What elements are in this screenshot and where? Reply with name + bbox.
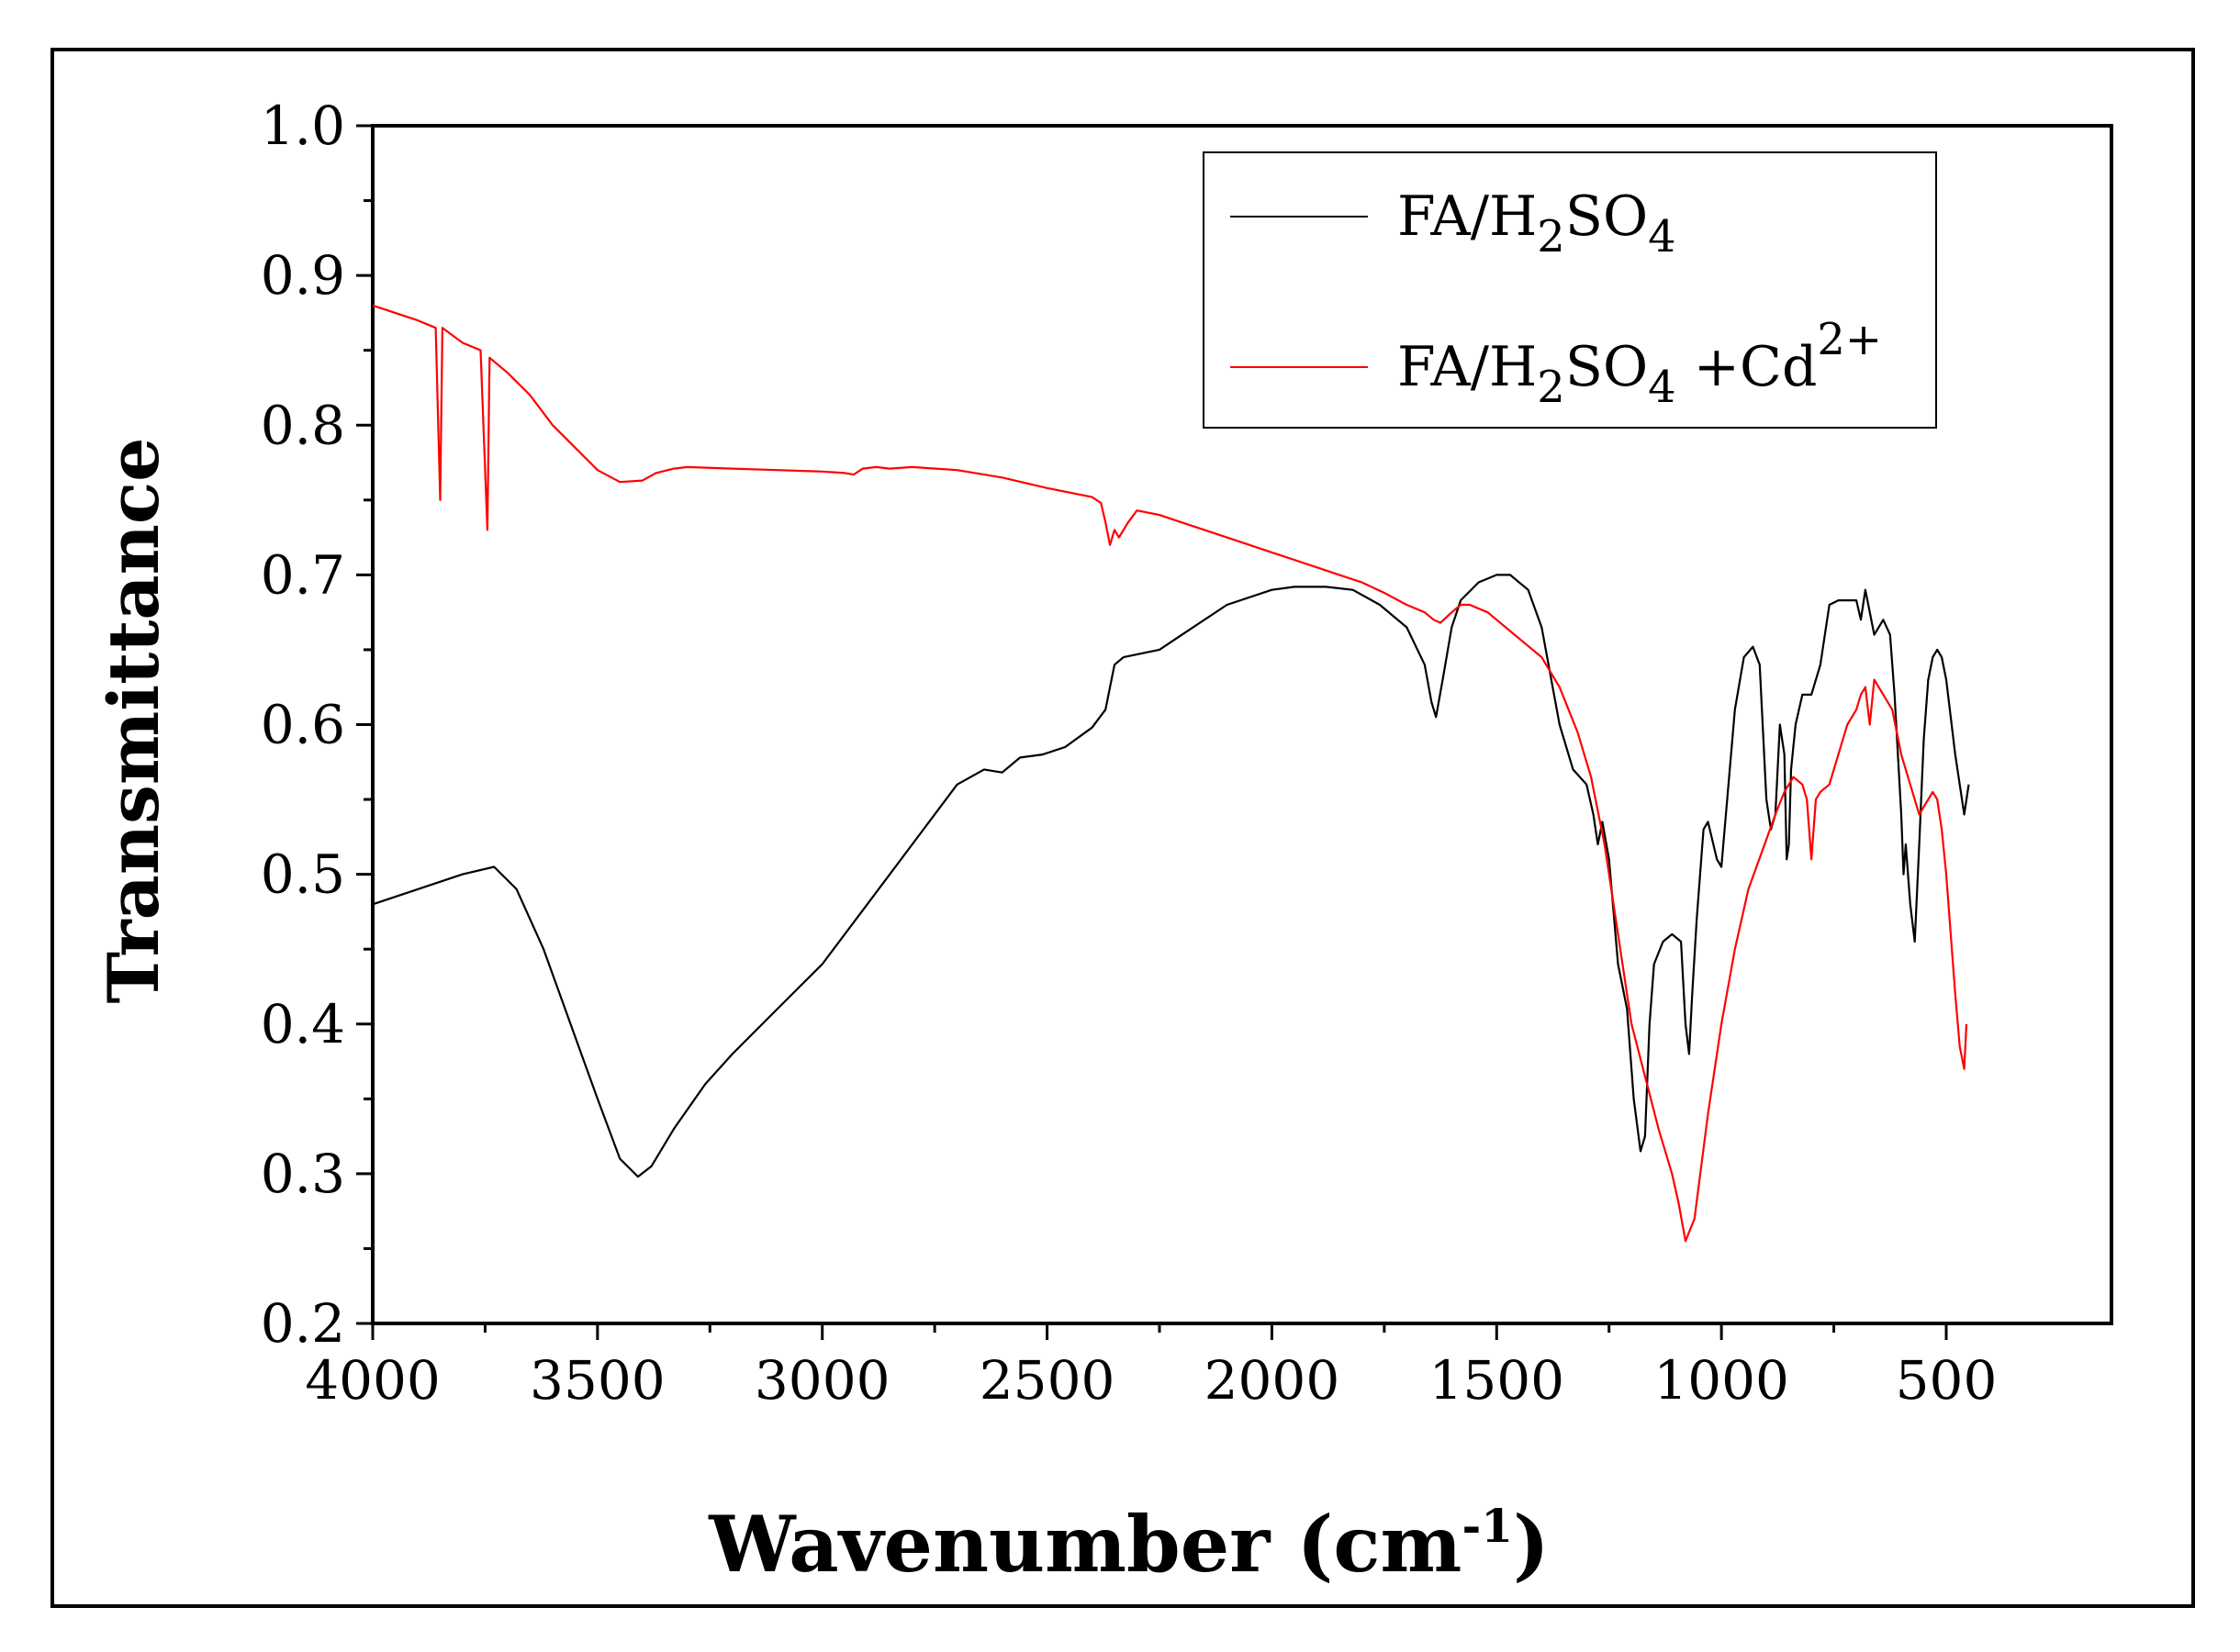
legend-label-fa-h2so4: FA/H2SO4 (1397, 184, 1676, 262)
y-tick-label: 0.4 (261, 993, 345, 1055)
x-tick-label: 2500 (980, 1349, 1115, 1412)
y-tick-label: 0.3 (261, 1143, 345, 1205)
x-tick-label: 500 (1896, 1349, 1998, 1412)
y-axis-title: Transmittance (93, 438, 174, 1004)
x-axis-ticks: 4000 3500 3000 2500 2000 1500 1000 500 (305, 1323, 1997, 1412)
legend-label-fa-h2so4-cd: FA/H2SO4 +Cd2+ (1397, 314, 1882, 413)
y-tick-label: 0.7 (261, 543, 345, 606)
y-axis-ticks: 0.2 0.3 0.4 0.5 0.6 0.7 0.8 0.9 1.0 (261, 95, 373, 1355)
y-tick-label: 0.6 (261, 694, 345, 756)
x-tick-label: 1000 (1653, 1349, 1789, 1412)
y-tick-label: 0.9 (261, 244, 345, 307)
x-tick-label: 3500 (530, 1349, 666, 1412)
x-axis-title-sup: -1 (1462, 1499, 1513, 1553)
x-axis-title-close: ) (1513, 1499, 1550, 1590)
series-layer (372, 304, 1970, 1243)
legend-box (1203, 151, 1937, 429)
x-axis-title: Wavenumber (cm-1) (708, 1499, 1550, 1590)
y-tick-label: 0.8 (261, 394, 345, 456)
series-line-fa-h2so4 (372, 574, 1970, 1178)
x-tick-label: 3000 (755, 1349, 890, 1412)
x-tick-label: 2000 (1204, 1349, 1340, 1412)
x-tick-label: 1500 (1428, 1349, 1564, 1412)
y-tick-label: 1.0 (261, 95, 345, 157)
x-axis-title-main: Wavenumber (cm (708, 1499, 1462, 1590)
x-tick-label: 4000 (305, 1349, 441, 1412)
legend: FA/H2SO4 FA/H2SO4 +Cd2+ (1203, 151, 1937, 429)
figure-frame (50, 48, 2195, 1608)
series-line-fa-h2so4-cd (372, 304, 1968, 1243)
y-tick-label: 0.5 (261, 843, 345, 906)
y-tick-label: 0.2 (261, 1292, 345, 1355)
